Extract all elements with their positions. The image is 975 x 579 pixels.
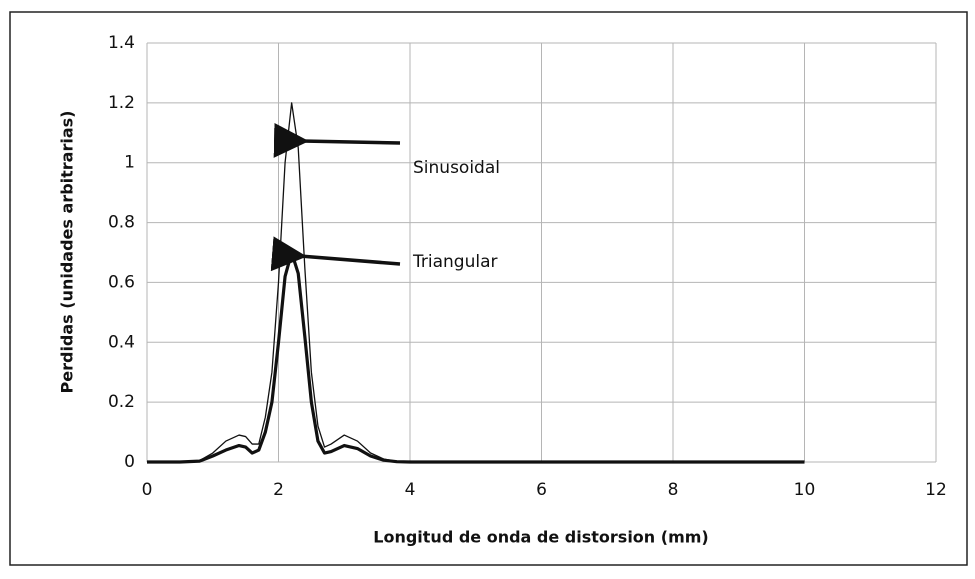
- x-axis-label: Longitud de onda de distorsion (mm): [373, 528, 708, 547]
- x-tick-label: 0: [142, 480, 153, 500]
- x-tick-label: 12: [925, 480, 947, 500]
- y-tick-label: 1: [124, 153, 135, 173]
- y-axis-label: Perdidas (unidades arbitrarias): [58, 111, 77, 394]
- x-tick-label: 6: [536, 480, 547, 500]
- series-line: [147, 250, 805, 464]
- annotation-arrow: [270, 236, 401, 272]
- y-tick-label: 0.2: [108, 392, 135, 412]
- y-tick-label: 0: [124, 452, 135, 472]
- x-tick-label: 2: [273, 480, 284, 500]
- y-tick-label: 0.8: [108, 213, 135, 233]
- y-tick-label: 1.4: [108, 33, 135, 53]
- y-tick-label: 0.4: [108, 332, 135, 352]
- y-tick-label: 0.6: [108, 272, 135, 292]
- chart-border: [9, 11, 968, 566]
- annotation: Triangular: [412, 252, 498, 272]
- x-tick-label: 8: [668, 480, 679, 500]
- annotation: Sinusoidal: [413, 158, 500, 178]
- x-tick-label: 10: [794, 480, 816, 500]
- annotation-arrow: [273, 122, 401, 158]
- x-tick-label: 4: [405, 480, 416, 500]
- y-tick-label: 1.2: [108, 93, 135, 113]
